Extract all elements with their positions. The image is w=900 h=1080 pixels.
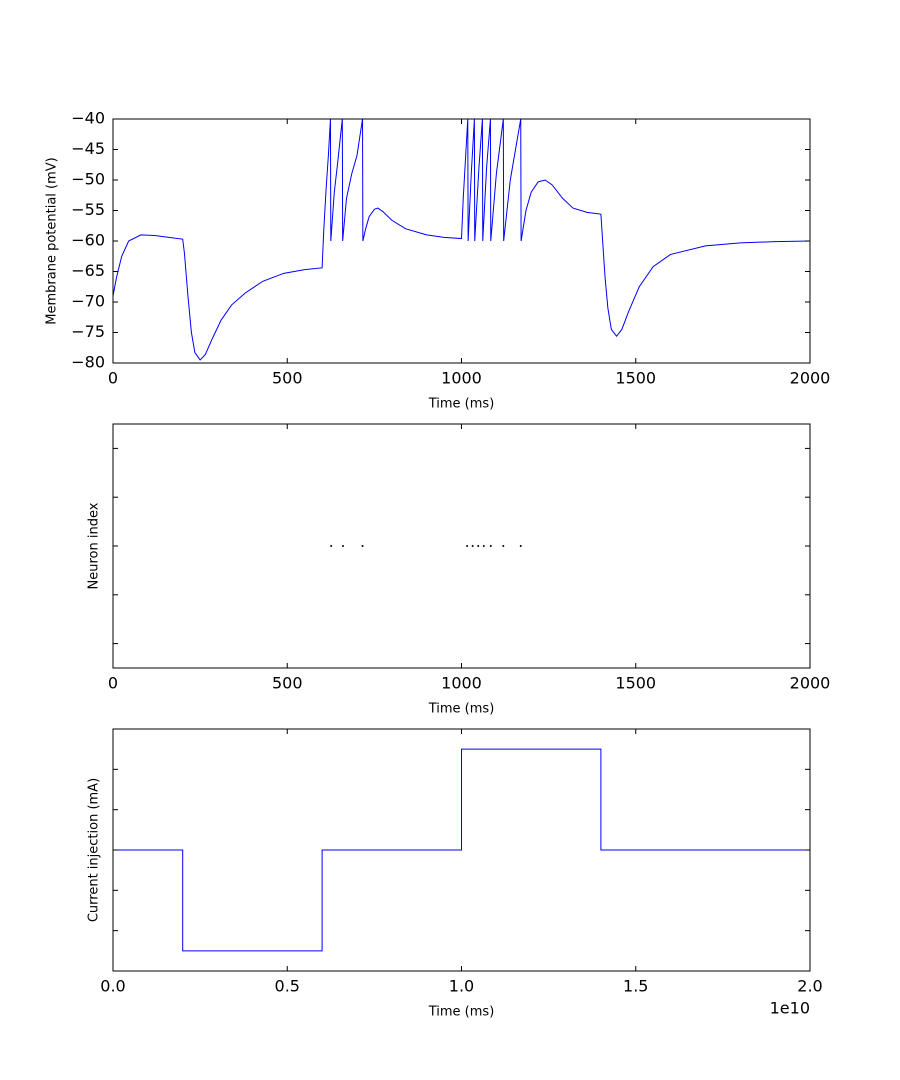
y-tick-label: −55 [71, 200, 105, 219]
y-tick-label: −40 [71, 109, 105, 128]
y-tick-label: −80 [71, 353, 105, 372]
x-offset-label: 1e10 [770, 999, 810, 1018]
x-axis-label: Time (ms) [428, 1005, 495, 1020]
x-tick-label: 1500 [615, 674, 656, 693]
line [113, 748, 810, 952]
x-tick-label: 1.0 [449, 977, 474, 996]
x-axis-label: Time (ms) [428, 397, 495, 412]
spike-dot [489, 545, 492, 547]
y-tick-label: −75 [71, 322, 105, 341]
line [113, 119, 810, 361]
axes-frame [112, 118, 811, 364]
spike-dot [482, 545, 485, 547]
x-tick-label: 2000 [790, 369, 831, 388]
x-tick-label: 1000 [441, 674, 482, 693]
spike-dot [477, 545, 480, 547]
spike-dot [466, 545, 469, 547]
x-tick-label: 500 [272, 369, 303, 388]
x-tick-label: 2.0 [797, 977, 822, 996]
spike-dot [361, 545, 364, 547]
x-tick-label: 0.0 [100, 977, 125, 996]
y-tick-label: −60 [71, 231, 105, 250]
x-axis-label: Time (ms) [428, 702, 495, 717]
x-tick-label: 0 [108, 369, 118, 388]
y-axis-label: Neuron index [87, 502, 102, 589]
x-tick-label: 0.5 [275, 977, 300, 996]
x-tick-label: 1.5 [623, 977, 648, 996]
x-tick-label: 1000 [441, 369, 482, 388]
y-tick-label: −65 [71, 261, 105, 280]
spike-dot [471, 545, 474, 547]
spike-dot [519, 545, 522, 547]
y-axis-label: Membrane potential (mV) [45, 157, 60, 324]
x-tick-label: 500 [272, 674, 303, 693]
x-tick-label: 0 [108, 674, 118, 693]
subplot: 0 500 1000 1500 2000 Time (ms) Neuron index [87, 423, 831, 717]
spike-dot [342, 545, 345, 547]
x-tick-label: 1500 [615, 369, 656, 388]
y-tick-label: −45 [71, 139, 105, 158]
y-tick-label: −50 [71, 170, 105, 189]
axes-frame [112, 423, 811, 669]
subplot: 0 500 1000 1500 2000 −80 −75 −70 −65 −60 −55 −50 −45… [45, 109, 831, 412]
subplot: 0.0 0.5 1.0 1.5 2.0 Time (ms) Current injectio… [87, 728, 823, 1020]
spike-dot [502, 545, 505, 547]
x-tick-label: 2000 [790, 674, 831, 693]
y-tick-label: −70 [71, 292, 105, 311]
spike-dot [330, 545, 333, 547]
y-axis-label: Current injection (mA) [87, 778, 102, 922]
